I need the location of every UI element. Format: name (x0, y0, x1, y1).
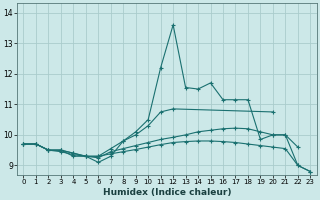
X-axis label: Humidex (Indice chaleur): Humidex (Indice chaleur) (103, 188, 231, 197)
